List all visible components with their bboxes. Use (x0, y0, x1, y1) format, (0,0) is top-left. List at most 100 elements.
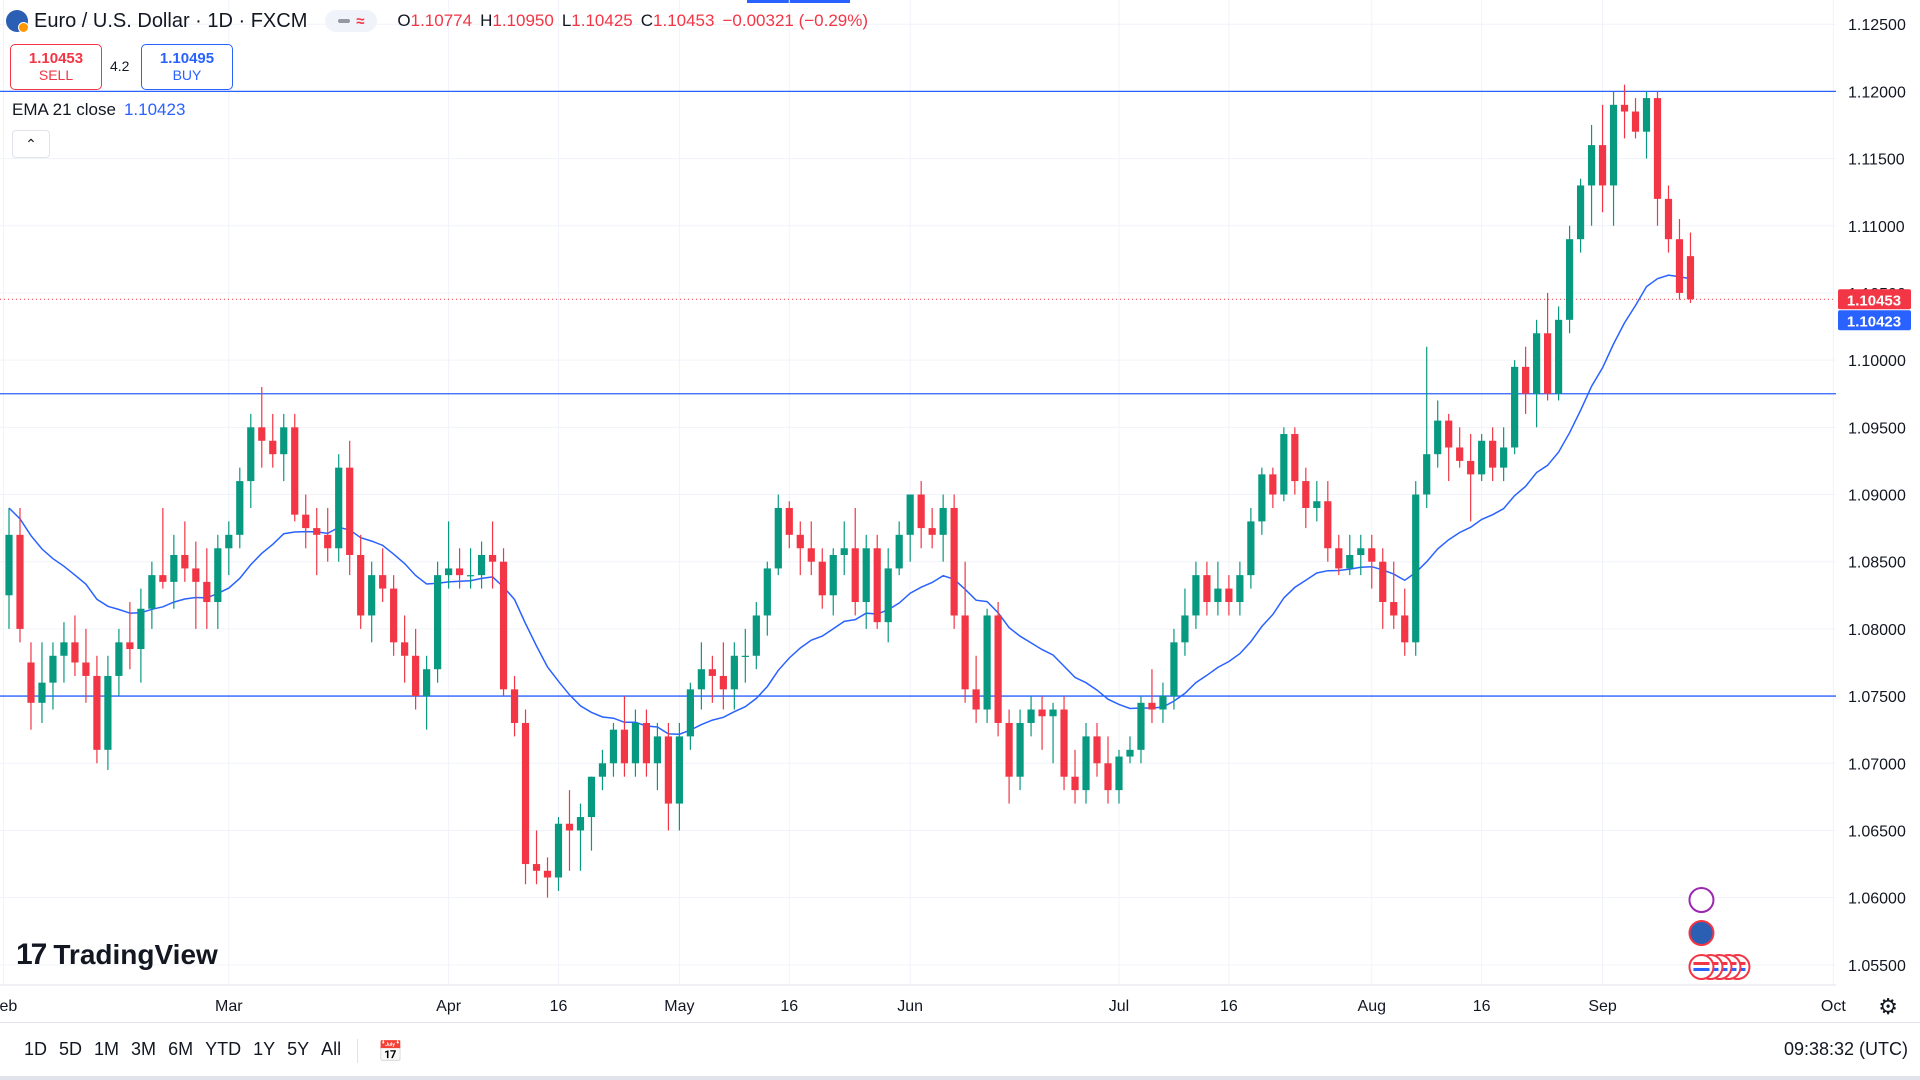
y-tick-label: 1.07500 (1848, 689, 1906, 706)
candles-layer (5, 84, 1695, 898)
candle-body (423, 669, 431, 697)
candle-body (60, 642, 68, 656)
ohlc-high: H1.10950 (480, 11, 554, 30)
candle-body (357, 554, 365, 616)
candle-body (27, 662, 35, 703)
candle-body (928, 528, 936, 535)
candle-body (1631, 111, 1640, 132)
us-event-icon (1688, 954, 1715, 980)
candle-body (1060, 709, 1068, 777)
candle-body (390, 588, 398, 643)
candle-body (1500, 447, 1508, 468)
eu-event-icon (1688, 920, 1715, 946)
range-1d[interactable]: 1D (24, 1039, 48, 1059)
candle-body (1478, 440, 1486, 475)
candle-body (1664, 198, 1673, 240)
candle-body (5, 534, 13, 596)
candle-body (741, 655, 749, 657)
candle-body (214, 548, 222, 603)
candle-body (862, 548, 870, 603)
candle-body (719, 675, 727, 690)
buy-button[interactable]: 1.10495 BUY (141, 44, 233, 90)
candle-body (1247, 521, 1255, 576)
candle-body (1071, 776, 1079, 791)
candle-body (818, 561, 826, 596)
range-1m[interactable]: 1M (94, 1039, 120, 1059)
candle-body (1115, 756, 1123, 791)
clock-readout[interactable]: 09:38:32 (UTC) (1783, 1039, 1908, 1059)
candle-body (1642, 98, 1651, 132)
candle-body (1445, 420, 1453, 448)
candle-body (642, 722, 651, 764)
candle-body (1544, 333, 1552, 394)
candle-body (203, 581, 211, 603)
x-tick-label: 16 (1220, 998, 1238, 1015)
candle-body (774, 507, 782, 569)
candle-body (466, 575, 475, 577)
logo-name: TradingView (53, 939, 218, 970)
logo-mark: 17 (16, 938, 47, 971)
candle-body (1522, 366, 1530, 394)
range-6m[interactable]: 6M (168, 1039, 194, 1059)
calendar-goto-icon[interactable]: 📅 (378, 1041, 404, 1063)
candle-body (368, 575, 376, 616)
candle-body (840, 548, 848, 555)
range-3m[interactable]: 3M (131, 1039, 157, 1059)
range-all[interactable]: All (321, 1039, 342, 1059)
x-tick-label: 16 (1473, 998, 1491, 1015)
range-5y[interactable]: 5Y (287, 1039, 310, 1059)
candle-body (192, 568, 200, 582)
candle-body (796, 534, 804, 549)
candle-body (1159, 696, 1167, 710)
candle-body (994, 615, 1002, 723)
candle-body (1093, 736, 1101, 764)
candle-body (1291, 434, 1299, 482)
candle-body (93, 675, 101, 750)
sell-button[interactable]: 1.10453 SELL (10, 44, 102, 90)
candle-body (71, 642, 79, 663)
candle-body (1016, 722, 1024, 777)
candle-body (851, 548, 859, 603)
range-ytd[interactable]: YTD (205, 1039, 242, 1059)
candle-body (752, 615, 760, 656)
range-1y[interactable]: 1Y (253, 1039, 276, 1059)
candle-body (434, 575, 442, 670)
candle-body (1576, 185, 1585, 240)
us-flag-stripe (1693, 962, 1710, 965)
x-tick-label: Jun (897, 998, 923, 1015)
candle-body (115, 642, 123, 676)
last-price-badge (1838, 289, 1911, 310)
spread-value: 4.2 (110, 58, 130, 74)
candle-body (280, 427, 288, 455)
buy-label: BUY (172, 67, 202, 83)
chart-style-toggle[interactable]: ≈ (325, 10, 378, 32)
candle-body (82, 662, 90, 676)
bottom-strip (0, 1076, 1920, 1080)
candle-body (983, 615, 991, 710)
candle-body (104, 675, 112, 750)
sell-label: SELL (38, 67, 74, 83)
candle-body (906, 494, 914, 535)
ohlc-low: L1.10425 (561, 11, 633, 30)
ema-legend[interactable]: EMA 21 close 1.10423 (12, 100, 185, 120)
candle-body (950, 507, 958, 616)
candle-body (401, 642, 409, 656)
candle-body (1313, 501, 1321, 508)
y-tick-label: 1.08500 (1848, 555, 1906, 572)
event-markers-layer (1688, 887, 1751, 980)
candle-body (631, 722, 640, 764)
symbol-title[interactable]: Euro / U.S. Dollar · 1D · FXCM (34, 9, 308, 32)
candle-body (587, 776, 596, 818)
candle-body (807, 548, 815, 562)
gear-icon[interactable]: ⚙ (1878, 994, 1898, 1019)
range-5d[interactable]: 5D (59, 1039, 83, 1059)
collapse-legend-button[interactable]: ⌃ (12, 130, 50, 158)
candle-body (1027, 709, 1035, 723)
candle-body (1302, 481, 1310, 508)
candle-body (1269, 474, 1277, 495)
ema-line (8, 274, 1691, 735)
candle-body (1181, 615, 1189, 643)
ohlc-open: O1.10774 (397, 11, 473, 30)
tradingview-logo[interactable]: 17 TradingView (16, 938, 218, 972)
